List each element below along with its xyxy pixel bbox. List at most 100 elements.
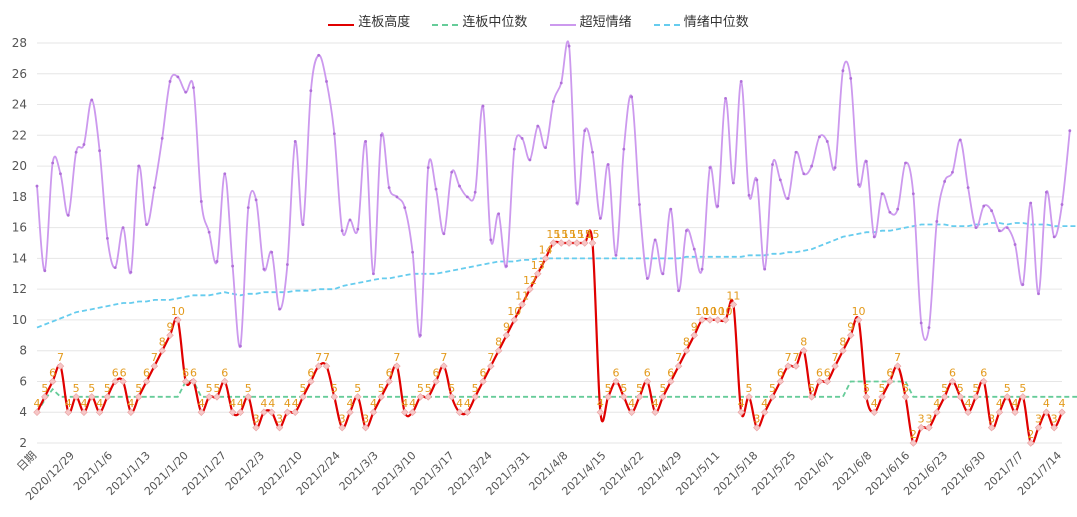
height-marker	[526, 285, 534, 293]
sentiment-marker	[59, 172, 62, 176]
data-label: 7	[440, 351, 447, 364]
height-marker	[48, 377, 57, 386]
data-label: 5	[972, 382, 979, 395]
sentiment-marker	[1044, 190, 1048, 194]
height-marker	[424, 393, 432, 401]
height-marker	[627, 408, 636, 416]
data-label: 5	[636, 382, 643, 395]
height-marker	[401, 408, 409, 416]
height-marker	[1034, 423, 1043, 432]
y-tick-label: 22	[12, 128, 27, 142]
sentiment-marker	[426, 166, 430, 170]
sentiment-marker	[35, 184, 39, 188]
sentiment-marker	[1013, 243, 1017, 246]
height-marker	[510, 316, 519, 324]
y-tick-label: 16	[12, 221, 27, 235]
data-label: 6	[980, 366, 987, 379]
data-label: 5	[354, 382, 361, 395]
height-marker	[189, 377, 198, 386]
data-label: 6	[613, 366, 620, 379]
legend-item-sentiment[interactable]: 超短情绪	[549, 11, 632, 30]
height-marker	[56, 362, 65, 370]
data-label: 5	[957, 382, 964, 395]
height-marker	[181, 377, 190, 386]
legend-label: 情绪中位数	[683, 14, 749, 30]
sentiment-marker	[731, 181, 735, 185]
data-label: 4	[96, 397, 103, 410]
sentiment-marker	[262, 267, 266, 271]
sentiment-marker	[254, 198, 258, 202]
data-label: 3	[925, 413, 932, 426]
height-marker	[987, 423, 996, 432]
sentiment-marker	[1005, 226, 1009, 230]
data-label: 6	[190, 366, 197, 379]
height-marker	[901, 393, 910, 401]
height-marker	[103, 393, 112, 401]
sentiment-median-line	[36, 222, 1077, 329]
height-marker	[745, 393, 753, 401]
data-label: 3	[753, 413, 760, 426]
height-marker	[150, 362, 159, 370]
data-label: 6	[886, 366, 893, 379]
legend-item-height[interactable]: 连板高度	[328, 11, 410, 30]
data-label: 3	[918, 413, 925, 426]
data-label: 4	[268, 397, 275, 410]
sentiment-marker	[614, 253, 618, 257]
height-marker	[698, 316, 706, 324]
sentiment-marker	[724, 96, 727, 100]
sentiment-marker	[473, 190, 477, 194]
height-marker	[432, 377, 440, 386]
height-marker	[1050, 423, 1058, 432]
height-marker	[440, 362, 448, 370]
height-marker	[197, 408, 206, 416]
data-label: 15	[554, 228, 568, 241]
data-label: 7	[323, 351, 330, 364]
height-marker	[690, 331, 698, 340]
data-label: 3	[988, 413, 995, 426]
data-label: 7	[315, 351, 322, 364]
sentiment-marker	[872, 235, 876, 239]
height-marker	[72, 393, 80, 401]
sentiment-marker	[1052, 235, 1056, 239]
sentiment-marker	[246, 206, 250, 210]
data-label: 6	[949, 366, 956, 379]
data-label: 15	[578, 228, 592, 241]
height-marker	[361, 423, 370, 432]
sentiment-marker	[982, 204, 986, 208]
data-label: 5	[425, 382, 432, 395]
height-marker	[565, 239, 573, 247]
height-marker	[573, 239, 581, 247]
data-label: 6	[112, 366, 119, 379]
sentiment-marker	[137, 164, 141, 168]
legend-item-median[interactable]: 连板中位数	[432, 11, 527, 30]
sentiment-marker	[434, 187, 438, 191]
data-label: 3	[1035, 413, 1042, 426]
sentiment-marker	[145, 223, 148, 226]
height-marker	[909, 439, 918, 447]
data-label: 8	[683, 336, 690, 349]
data-label: 5	[659, 382, 666, 395]
sentiment-marker	[82, 143, 86, 146]
sentiment-marker	[348, 218, 352, 222]
data-label: 5	[879, 382, 886, 395]
legend-item-sentiment-median[interactable]: 情绪中位数	[653, 11, 749, 30]
height-marker	[322, 362, 331, 370]
data-label: 11	[726, 290, 740, 303]
data-label: 6	[386, 366, 393, 379]
height-marker	[831, 362, 839, 370]
height-median-line	[36, 380, 1077, 413]
data-label: 6	[644, 366, 651, 379]
height-marker	[940, 393, 949, 401]
data-label: 10	[171, 305, 185, 318]
sentiment-marker	[1029, 201, 1033, 205]
sentiment-marker	[1068, 129, 1072, 133]
data-label: 6	[824, 366, 831, 379]
data-label: 5	[73, 382, 80, 395]
sentiment-marker	[841, 69, 845, 73]
data-label: 5	[41, 382, 48, 395]
data-label: 5	[472, 382, 479, 395]
height-marker	[221, 377, 229, 386]
data-label: 4	[464, 397, 471, 410]
height-marker	[213, 393, 221, 401]
data-label: 15	[586, 228, 600, 241]
